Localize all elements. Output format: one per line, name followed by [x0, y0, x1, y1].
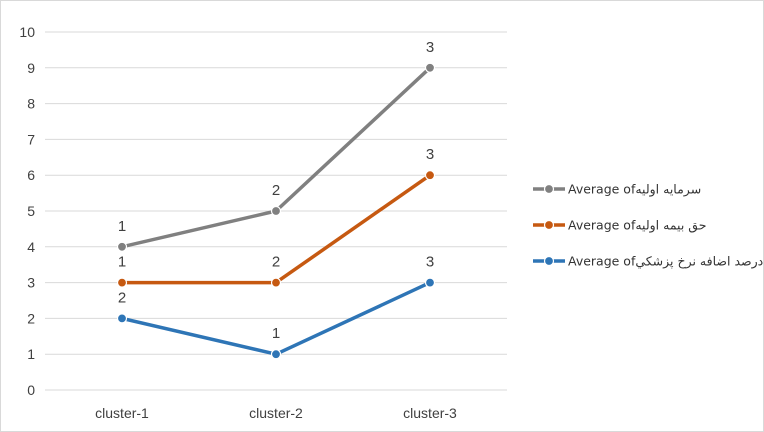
legend: Average ofسرمايه اوليه Average ofحق بيمه … — [533, 182, 763, 270]
data-label: 2 — [272, 254, 280, 271]
y-tick-label: 5 — [27, 203, 35, 219]
data-label: 1 — [272, 325, 280, 342]
data-point — [116, 277, 128, 288]
legend-entry-label: Average ofحق بيمه اوليه — [568, 218, 706, 234]
y-tick-label: 10 — [19, 24, 35, 40]
y-tick-label: 8 — [27, 96, 35, 112]
y-tick-label: 3 — [27, 275, 35, 291]
y-tick-label: 7 — [27, 131, 35, 147]
data-point — [424, 62, 436, 73]
data-labels: 1 2 3 1 2 3 2 1 3 — [118, 39, 434, 342]
legend-swatch-marker — [543, 255, 555, 267]
legend-entry-label: Average ofدرصد اضافه نرخ پزشكي — [568, 254, 763, 270]
data-label: 1 — [118, 218, 126, 235]
x-tick-label: cluster-2 — [249, 405, 303, 421]
x-axis-tick-labels: cluster-1 cluster-2 cluster-3 — [95, 405, 457, 421]
y-tick-label: 0 — [27, 382, 35, 398]
y-tick-label: 4 — [27, 239, 35, 255]
x-tick-label: cluster-1 — [95, 405, 149, 421]
data-label: 3 — [426, 39, 434, 56]
data-label: 1 — [118, 254, 126, 271]
legend-entry-label: Average ofسرمايه اوليه — [568, 182, 701, 198]
legend-swatch-marker — [543, 183, 555, 195]
data-label: 2 — [118, 289, 126, 306]
y-tick-label: 1 — [27, 346, 35, 362]
data-label: 3 — [426, 146, 434, 163]
y-tick-label: 9 — [27, 60, 35, 76]
y-axis-tick-labels: 0 1 2 3 4 5 6 7 8 9 10 — [19, 24, 35, 398]
y-tick-label: 6 — [27, 167, 35, 183]
y-tick-label: 2 — [27, 310, 35, 326]
data-label: 3 — [426, 254, 434, 271]
data-point — [424, 170, 436, 181]
data-point — [116, 313, 128, 324]
legend-swatch-marker — [543, 219, 555, 231]
series-lines — [116, 62, 436, 360]
data-point — [270, 205, 282, 217]
data-point — [424, 277, 436, 288]
data-point — [270, 349, 282, 360]
data-point — [116, 241, 128, 252]
x-tick-label: cluster-3 — [403, 405, 457, 421]
series-line-1 — [120, 66, 432, 249]
data-point — [270, 277, 282, 288]
data-label: 2 — [272, 182, 280, 199]
